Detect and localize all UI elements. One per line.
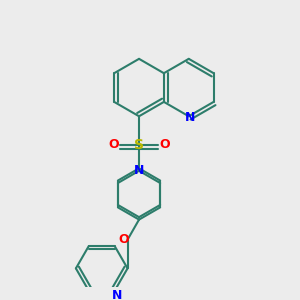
Text: N: N (112, 289, 123, 300)
Text: O: O (108, 139, 119, 152)
Text: N: N (185, 111, 195, 124)
Text: N: N (134, 164, 144, 177)
Text: S: S (134, 138, 144, 152)
Text: O: O (118, 233, 129, 246)
Text: O: O (160, 139, 170, 152)
